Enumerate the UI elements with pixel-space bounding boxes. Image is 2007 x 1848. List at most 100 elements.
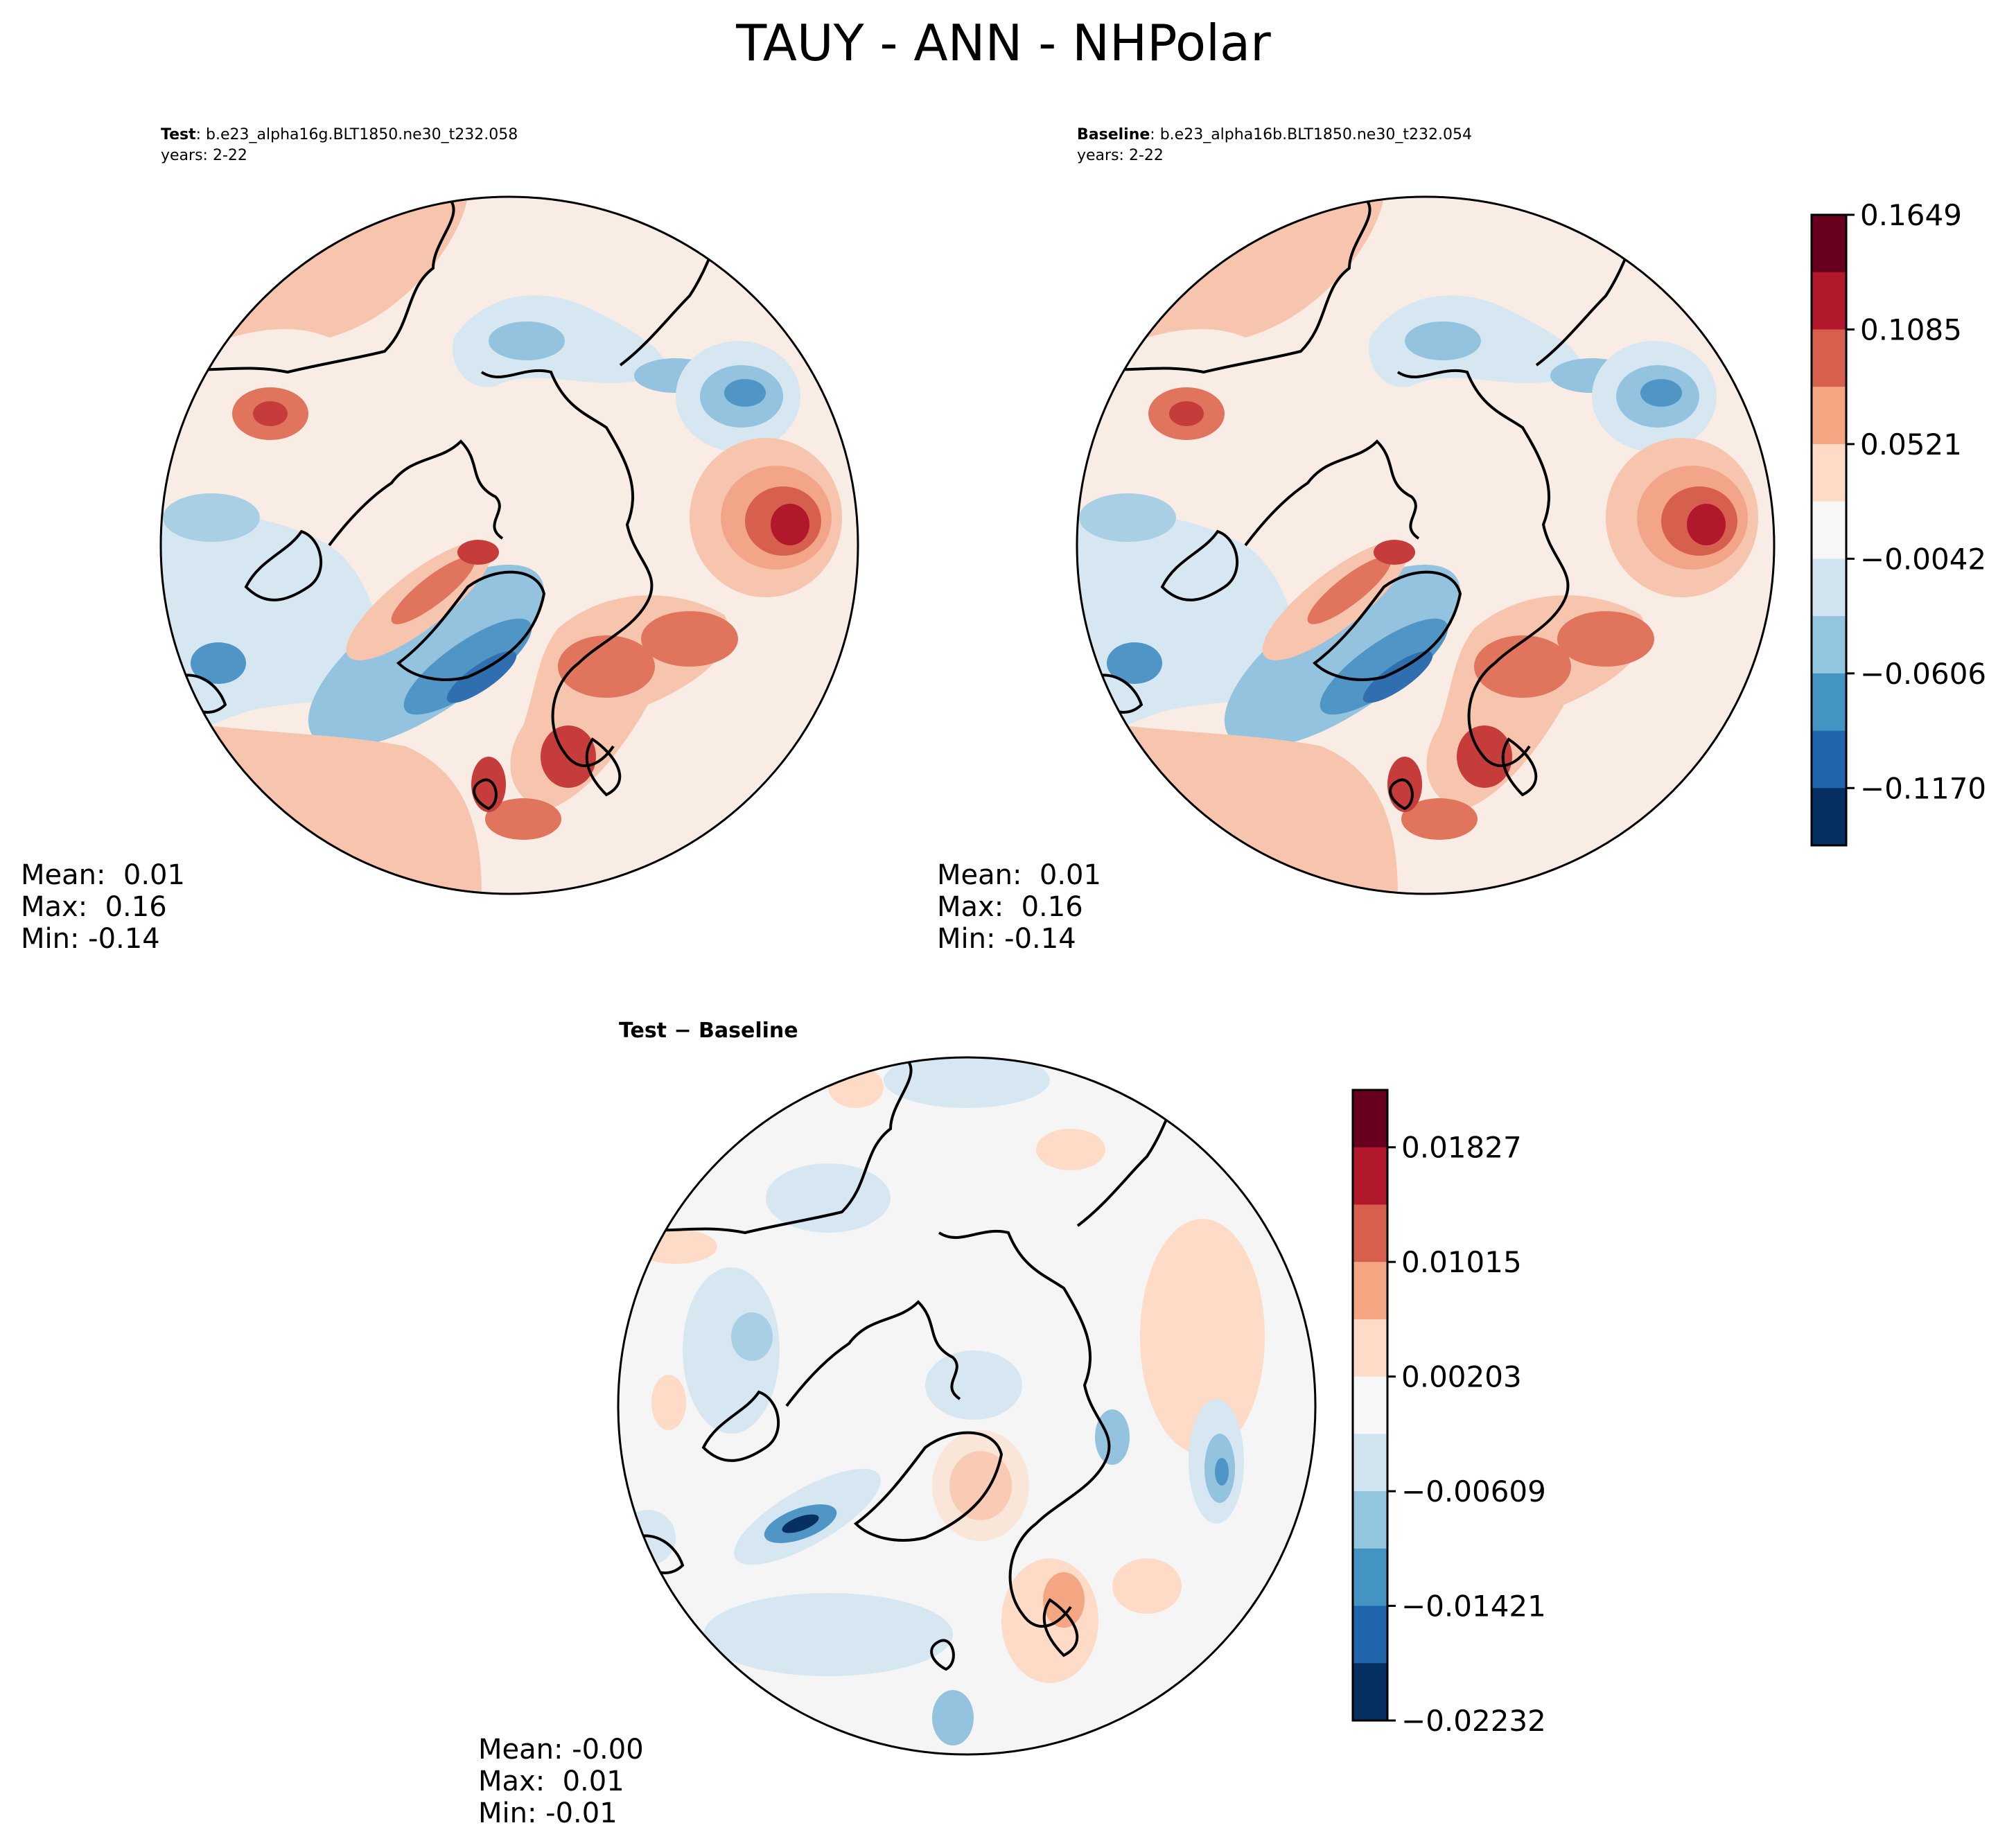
negative-anomaly <box>1224 564 1461 748</box>
negative-anomaly <box>1079 493 1176 542</box>
positive-anomaly <box>1036 1129 1105 1170</box>
map-boundary <box>617 1056 1317 1756</box>
negative-anomaly <box>766 1163 891 1233</box>
baseline-years: years: 2-22 <box>1077 147 1164 164</box>
colorbar-tick-label: 0.1649 <box>1860 198 1962 232</box>
positive-anomaly <box>771 504 809 545</box>
baseline-case-name: : b.e23_alpha16b.BLT1850.ne30_t232.054 <box>1150 126 1472 143</box>
colorbar-swatch <box>1353 1434 1387 1492</box>
colorbar-tick-label: −0.01421 <box>1401 1590 1546 1623</box>
negative-anomaly <box>308 564 545 748</box>
positive-anomaly <box>558 635 655 698</box>
positive-anomaly <box>641 611 738 667</box>
colorbar-ticks: 0.1649 0.1085 0.0521 −0.0042 −0.0606 −0.1170 <box>1846 198 1986 805</box>
positive-anomaly <box>1043 1572 1085 1628</box>
baseline-max: Max: 0.16 <box>937 891 1083 923</box>
positive-anomaly <box>1401 798 1478 840</box>
test-label: Test <box>161 126 196 143</box>
positive-anomaly <box>391 556 475 624</box>
negative-anomaly <box>731 1312 773 1361</box>
negative-anomaly <box>782 1514 819 1533</box>
negative-anomaly <box>925 1350 1022 1420</box>
colorbar-swatch <box>1812 616 1846 674</box>
positive-anomaly <box>1687 504 1726 545</box>
colorbar-swatches <box>1812 215 1846 846</box>
colorbar-swatch <box>1812 673 1846 732</box>
colorbar-swatch <box>1812 501 1846 559</box>
baseline-min: Min: -0.14 <box>937 923 1076 955</box>
colorbar-frame <box>1810 213 1848 847</box>
colorbar-swatch <box>1812 558 1846 617</box>
colorbar-tick-label: 0.0521 <box>1860 428 1962 461</box>
coastlines <box>175 197 719 811</box>
test-stats: Mean: 0.01 Max: 0.16 Min: -0.14 <box>21 859 185 955</box>
negative-anomaly <box>703 1593 953 1676</box>
positive-anomaly <box>1474 635 1571 698</box>
positive-anomaly <box>485 798 561 840</box>
colorbar-tick-label: −0.0042 <box>1860 542 1986 576</box>
positive-anomaly <box>1112 1558 1182 1614</box>
negative-anomaly <box>1215 1458 1229 1486</box>
negative-anomaly <box>932 1690 974 1745</box>
colorbar-swatch <box>1812 443 1846 502</box>
diff-colorbar: 0.01827 0.01015 0.00203 −0.00609 −0.01421 −0.… <box>1351 1089 1546 1738</box>
test-mean: Mean: 0.01 <box>21 859 185 891</box>
colorbar-swatch <box>1353 1376 1387 1434</box>
positive-anomaly <box>253 401 288 426</box>
coastlines <box>633 1057 1176 1671</box>
test-subtitle: Test: b.e23_alpha16g.BLT1850.ne30_t232.0… <box>161 125 518 166</box>
colorbar-swatch <box>1353 1491 1387 1549</box>
colorbar-swatch <box>1353 1204 1387 1262</box>
positive-anomaly <box>634 1229 717 1264</box>
negative-anomaly <box>724 379 766 407</box>
coastlines <box>1092 197 1635 811</box>
colorbar-swatches <box>1353 1090 1387 1721</box>
colorbar-tick-label: −0.1170 <box>1860 771 1986 805</box>
diff-stats: Mean: -0.00 Max: 0.01 Min: -0.01 <box>478 1734 644 1829</box>
main-colorbar: 0.1649 0.1085 0.0521 −0.0042 −0.0606 −0.1170 <box>1810 198 1986 847</box>
test-min: Min: -0.14 <box>21 923 160 955</box>
negative-anomaly <box>620 1510 676 1565</box>
positive-anomaly <box>651 1375 686 1430</box>
diff-mean: Mean: -0.00 <box>478 1734 644 1766</box>
figure-title: TAUY - ANN - NHPolar <box>736 14 1271 72</box>
colorbar-frame <box>1351 1089 1389 1722</box>
positive-anomaly <box>1169 401 1204 426</box>
colorbar-tick-label: −0.0606 <box>1860 657 1986 691</box>
test-polar-map <box>159 195 859 895</box>
colorbar-tick-label: 0.00203 <box>1401 1360 1522 1394</box>
diff-polar-map <box>617 1056 1317 1756</box>
positive-anomaly <box>1374 540 1415 565</box>
positive-anomaly <box>1001 1558 1098 1683</box>
negative-anomaly <box>1320 618 1448 715</box>
negative-anomaly <box>1362 651 1433 703</box>
colorbar-tick-label: 0.01827 <box>1401 1131 1522 1165</box>
negative-anomaly <box>1640 379 1682 407</box>
colorbar-ticks: 0.01827 0.01015 0.00203 −0.00609 −0.01421 −0.… <box>1387 1131 1546 1738</box>
positive-anomaly <box>932 1430 1029 1541</box>
positive-anomaly <box>1140 1219 1265 1454</box>
colorbar-swatch <box>1353 1548 1387 1607</box>
positive-anomaly <box>1557 611 1654 667</box>
colorbar-tick-label: 0.01015 <box>1401 1245 1522 1279</box>
colorbar-swatch <box>1353 1147 1387 1205</box>
test-case-name: : b.e23_alpha16g.BLT1850.ne30_t232.058 <box>195 126 518 143</box>
diff-max: Max: 0.01 <box>478 1766 624 1797</box>
colorbar-swatch <box>1353 1663 1387 1721</box>
colorbar-swatch <box>1353 1090 1387 1148</box>
colorbar-tick-label: −0.02232 <box>1401 1704 1546 1738</box>
colorbar-swatch <box>1812 215 1846 273</box>
negative-anomaly <box>1095 1409 1130 1465</box>
colorbar-swatch <box>1812 730 1846 789</box>
colorbar-swatch <box>1812 329 1846 387</box>
diff-title: Test − Baseline <box>619 1019 798 1043</box>
positive-anomaly <box>1307 556 1392 624</box>
colorbar-swatch <box>1812 788 1846 846</box>
negative-anomaly <box>683 1267 780 1434</box>
colorbar-swatch <box>1812 272 1846 330</box>
negative-anomaly <box>1107 642 1162 684</box>
negative-anomaly <box>191 642 246 684</box>
colorbar-swatch <box>1353 1319 1387 1378</box>
baseline-label: Baseline <box>1077 126 1150 143</box>
negative-anomaly <box>489 322 565 360</box>
